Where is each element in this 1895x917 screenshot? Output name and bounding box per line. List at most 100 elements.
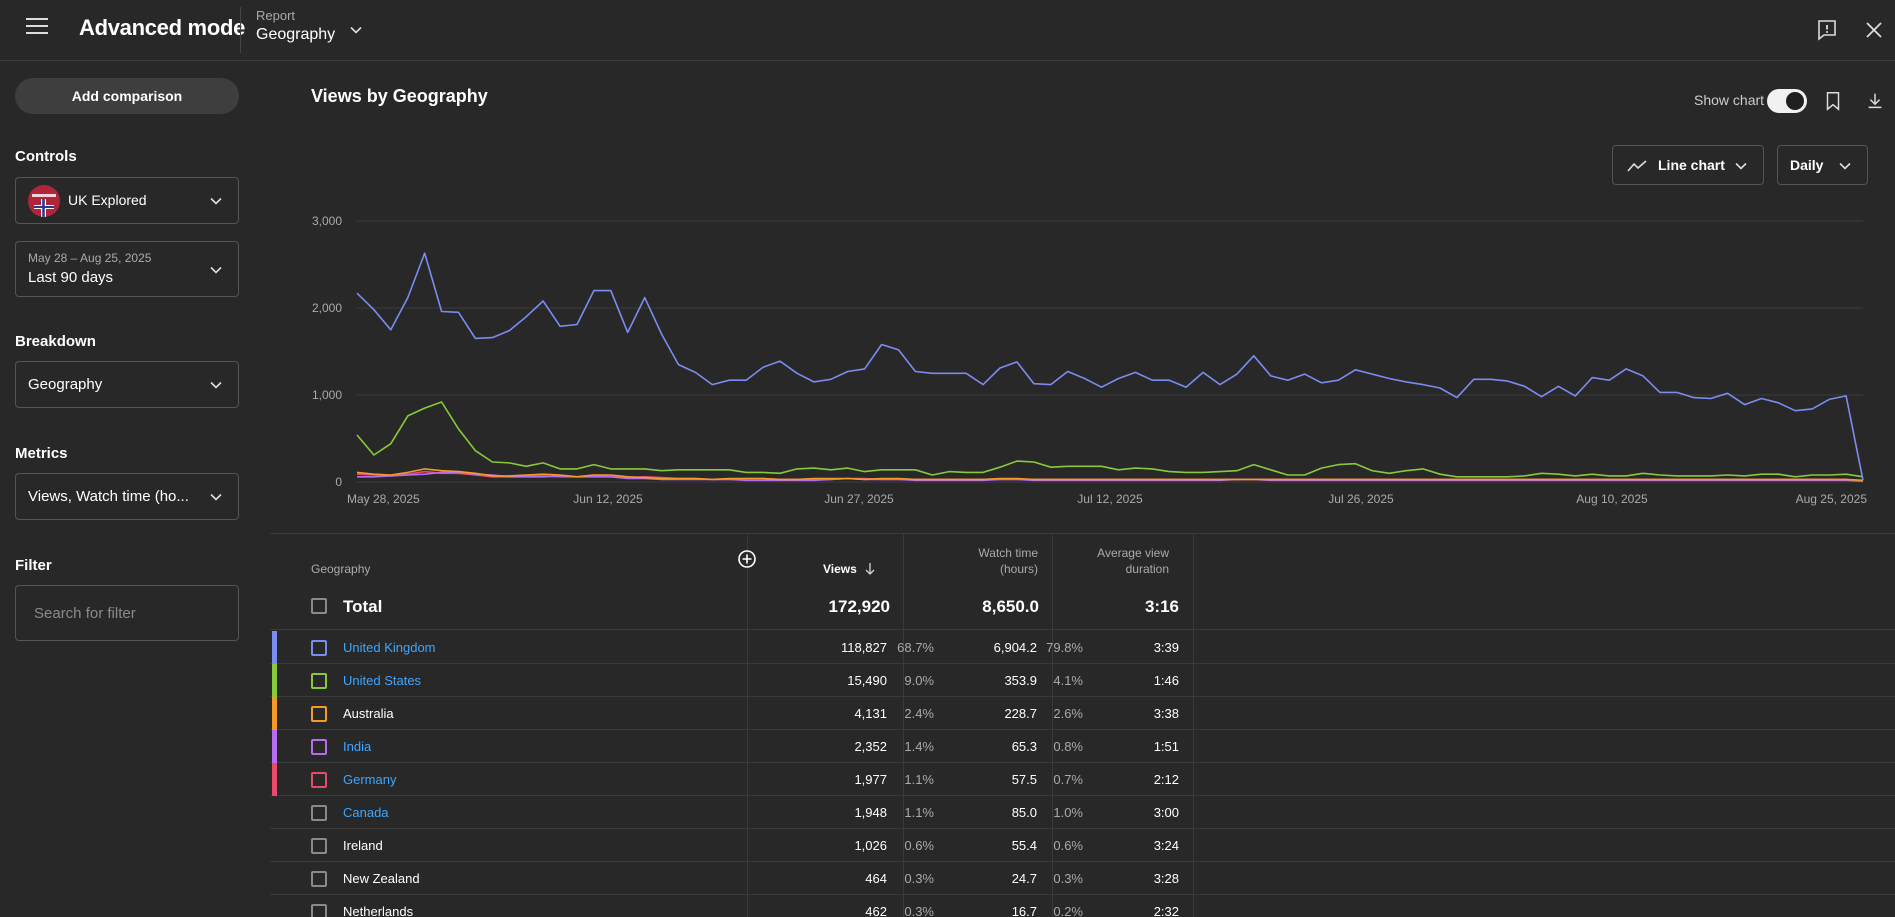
breakdown-value: Geography — [28, 376, 103, 393]
row-watch-pct: 0.6% — [1053, 838, 1083, 853]
date-range-text: May 28 – Aug 25, 2025 — [28, 251, 152, 265]
table-row: Germany 1,977 1.1% 57.5 0.7% 2:12 — [270, 763, 1895, 796]
row-watch-pct: 0.2% — [1053, 904, 1083, 917]
row-checkbox[interactable] — [311, 772, 327, 788]
row-views-pct: 0.3% — [904, 904, 934, 917]
row-views-pct: 1.1% — [904, 805, 934, 820]
x-tick-label: Jun 27, 2025 — [824, 492, 894, 506]
metrics-title: Metrics — [15, 445, 68, 462]
row-watch-time: 353.9 — [1004, 673, 1037, 688]
table-row: United Kingdom 118,827 68.7% 6,904.2 79.8% 3:… — [270, 631, 1895, 664]
add-column-icon[interactable] — [737, 549, 757, 569]
row-watch-time: 55.4 — [1011, 838, 1037, 853]
table-row: New Zealand 464 0.3% 24.7 0.3% 3:28 — [270, 862, 1895, 895]
col-header-watch-time[interactable]: Watch time (hours) — [930, 545, 1038, 577]
row-checkbox[interactable] — [311, 673, 327, 689]
country-name[interactable]: United Kingdom — [343, 640, 436, 655]
table-row: Australia 4,131 2.4% 228.7 2.6% 3:38 — [270, 697, 1895, 730]
row-watch-time: 6,904.2 — [993, 640, 1037, 655]
breakdown-selector[interactable]: Geography — [15, 361, 239, 408]
menu-icon[interactable] — [26, 18, 48, 36]
row-checkbox[interactable] — [311, 739, 327, 755]
country-name[interactable]: Germany — [343, 772, 397, 787]
col-header-geography: Geography — [311, 562, 371, 576]
chevron-down-icon — [1735, 162, 1747, 170]
toggle-knob — [1786, 92, 1804, 110]
row-views-pct: 1.4% — [904, 739, 934, 754]
row-checkbox[interactable] — [311, 640, 327, 656]
title-divider — [240, 7, 241, 53]
chart-title: Views by Geography — [311, 86, 488, 106]
y-tick-label: 3,000 — [312, 214, 342, 228]
row-watch-time: 24.7 — [1011, 871, 1037, 886]
row-avg-duration: 1:46 — [1153, 673, 1179, 688]
bookmark-icon[interactable] — [1822, 90, 1844, 112]
row-watch-pct: 1.0% — [1053, 805, 1083, 820]
total-row: Total 172,920 8,650.0 3:16 — [270, 583, 1895, 630]
report-label: Report — [256, 8, 296, 23]
x-tick-label: Jul 26, 2025 — [1328, 492, 1394, 506]
top-bar: Advanced mode Report Geography — [0, 0, 1895, 61]
row-views: 464 — [865, 871, 887, 886]
row-views-pct: 0.6% — [904, 838, 934, 853]
country-name: Ireland — [343, 838, 383, 853]
x-tick-label: Jul 12, 2025 — [1077, 492, 1143, 506]
row-checkbox[interactable] — [311, 805, 327, 821]
row-avg-duration: 3:28 — [1153, 871, 1179, 886]
y-tick-label: 2,000 — [312, 301, 342, 315]
country-name[interactable]: India — [343, 739, 372, 754]
series-line — [357, 471, 1864, 482]
interval-selector[interactable]: Daily — [1777, 145, 1868, 185]
channel-selector[interactable]: UK Explored — [15, 177, 239, 224]
column-divider — [747, 534, 748, 917]
chart-type-label: Line chart — [1658, 157, 1725, 173]
chevron-down-icon — [1839, 162, 1851, 170]
sort-descending-icon[interactable] — [864, 562, 876, 576]
chevron-down-icon — [350, 26, 362, 34]
row-views: 118,827 — [840, 640, 887, 655]
x-tick-label: Aug 25, 2025 — [1796, 492, 1868, 506]
country-name[interactable]: Canada — [343, 805, 389, 820]
show-chart-toggle[interactable] — [1767, 89, 1807, 113]
col-header-avg-line1: Average view — [1097, 546, 1169, 560]
country-name: Netherlands — [343, 904, 414, 917]
metrics-selector[interactable]: Views, Watch time (ho... — [15, 473, 239, 520]
row-checkbox[interactable] — [311, 871, 327, 887]
row-watch-pct: 0.7% — [1053, 772, 1083, 787]
channel-name: UK Explored — [68, 192, 147, 208]
chart-type-selector[interactable]: Line chart — [1612, 145, 1764, 185]
col-header-views[interactable]: Views — [823, 562, 857, 576]
close-icon[interactable] — [1862, 18, 1886, 42]
country-name[interactable]: United States — [343, 673, 422, 688]
filter-search-input[interactable] — [15, 585, 239, 641]
add-comparison-button[interactable]: Add comparison — [15, 78, 239, 114]
download-icon[interactable] — [1864, 90, 1886, 112]
row-views: 1,026 — [854, 838, 887, 853]
row-avg-duration: 3:38 — [1153, 706, 1179, 721]
row-views: 15,490 — [847, 673, 887, 688]
country-name: Australia — [343, 706, 394, 721]
table-row: Canada 1,948 1.1% 85.0 1.0% 3:00 — [270, 796, 1895, 829]
total-views: 172,920 — [828, 597, 890, 616]
date-range-selector[interactable]: May 28 – Aug 25, 2025 Last 90 days — [15, 241, 239, 297]
feedback-icon[interactable] — [1815, 18, 1839, 42]
row-watch-time: 65.3 — [1011, 739, 1037, 754]
row-checkbox[interactable] — [311, 706, 327, 722]
col-header-watch-line1: Watch time — [978, 546, 1038, 560]
chevron-down-icon — [210, 197, 222, 205]
row-views-pct: 2.4% — [904, 706, 934, 721]
total-avg-duration: 3:16 — [1144, 597, 1179, 616]
row-views-pct: 68.7% — [897, 640, 934, 655]
row-checkbox[interactable] — [311, 904, 327, 917]
table-row: Ireland 1,026 0.6% 55.4 0.6% 3:24 — [270, 829, 1895, 862]
row-watch-pct: 4.1% — [1053, 673, 1083, 688]
report-selector[interactable]: Report Geography — [256, 8, 376, 50]
row-checkbox[interactable] — [311, 838, 327, 854]
channel-avatar — [28, 185, 60, 217]
row-watch-time: 16.7 — [1011, 904, 1037, 917]
col-header-avg-duration[interactable]: Average view duration — [1070, 545, 1169, 577]
row-avg-duration: 3:24 — [1153, 838, 1179, 853]
total-checkbox[interactable] — [311, 598, 327, 614]
geography-table: Geography Views Watch time (hours) Avera… — [270, 533, 1895, 917]
